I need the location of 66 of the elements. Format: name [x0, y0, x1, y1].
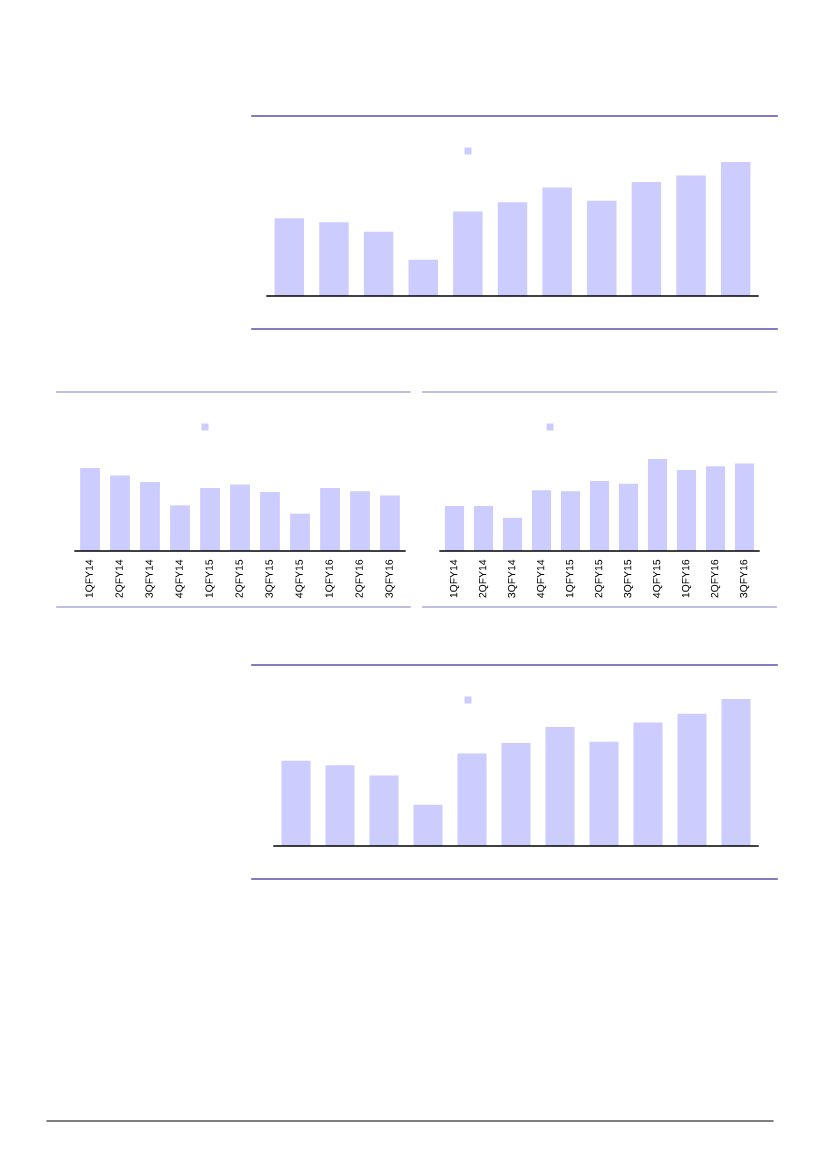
- x-tick-label: 3QFY15: [265, 559, 275, 598]
- bar: [290, 513, 310, 551]
- bar: [260, 492, 280, 551]
- x-tick-label: 1QFY16: [681, 559, 692, 598]
- bar: [320, 487, 340, 551]
- x-tick-label: 3QFY14: [507, 559, 518, 598]
- bar: [502, 517, 523, 551]
- bar: [369, 775, 399, 846]
- bar: [170, 505, 190, 551]
- bar: [444, 505, 465, 551]
- bar: [618, 483, 639, 551]
- x-tick-label: 2QFY14: [478, 559, 489, 598]
- bar: [676, 175, 706, 296]
- x-tick-label: 1QFY16: [325, 559, 335, 598]
- bar: [542, 187, 572, 296]
- bar: [80, 468, 100, 551]
- bar: [545, 726, 575, 846]
- x-tick-label: 1QFY14: [449, 559, 460, 598]
- bar: [350, 491, 370, 551]
- x-tick-label: 4QFY14: [536, 559, 547, 598]
- bar: [408, 259, 438, 296]
- bar: [110, 475, 130, 551]
- x-tick-label: 1QFY14: [85, 559, 95, 598]
- bar: [734, 463, 755, 551]
- bar: [705, 466, 726, 551]
- bar: [140, 482, 160, 551]
- bar: [647, 459, 668, 551]
- bar: [720, 162, 751, 296]
- bar: [677, 713, 707, 846]
- bar: [497, 202, 528, 296]
- x-tick-label: 3QFY16: [739, 559, 750, 598]
- x-tick-label: 3QFY15: [623, 559, 634, 598]
- x-tick-label: 4QFY15: [295, 559, 305, 598]
- bar: [721, 699, 751, 846]
- bar: [676, 470, 697, 551]
- bar: [589, 481, 610, 551]
- bar: [325, 765, 355, 846]
- bar: [560, 491, 581, 551]
- x-tick-label: 2QFY16: [355, 559, 365, 598]
- bar: [587, 200, 617, 296]
- x-tick-label: 4QFY14: [175, 559, 185, 598]
- bar: [274, 218, 305, 296]
- x-tick-label: 1QFY15: [205, 559, 215, 598]
- bar: [453, 211, 483, 296]
- bar: [501, 743, 531, 846]
- bar: [473, 505, 494, 551]
- bar: [281, 760, 311, 846]
- x-tick-label: 2QFY14: [115, 559, 125, 598]
- bar: [633, 722, 663, 846]
- bar: [589, 741, 619, 846]
- bar: [200, 487, 220, 551]
- x-tick-label: 2QFY15: [594, 559, 605, 598]
- x-tick-label: 1QFY15: [565, 559, 576, 598]
- x-tick-label: 4QFY15: [652, 559, 663, 598]
- bar: [457, 753, 487, 846]
- bar: [413, 804, 443, 846]
- bar: [230, 484, 250, 551]
- bar: [319, 222, 349, 296]
- x-tick-label: 2QFY16: [710, 559, 721, 598]
- bar: [531, 490, 552, 551]
- x-tick-label: 2QFY15: [235, 559, 245, 598]
- bar: [380, 495, 400, 551]
- bar: [631, 182, 662, 296]
- x-tick-label: 3QFY14: [145, 559, 155, 598]
- bar: [363, 231, 394, 296]
- x-tick-label: 3QFY16: [385, 559, 395, 598]
